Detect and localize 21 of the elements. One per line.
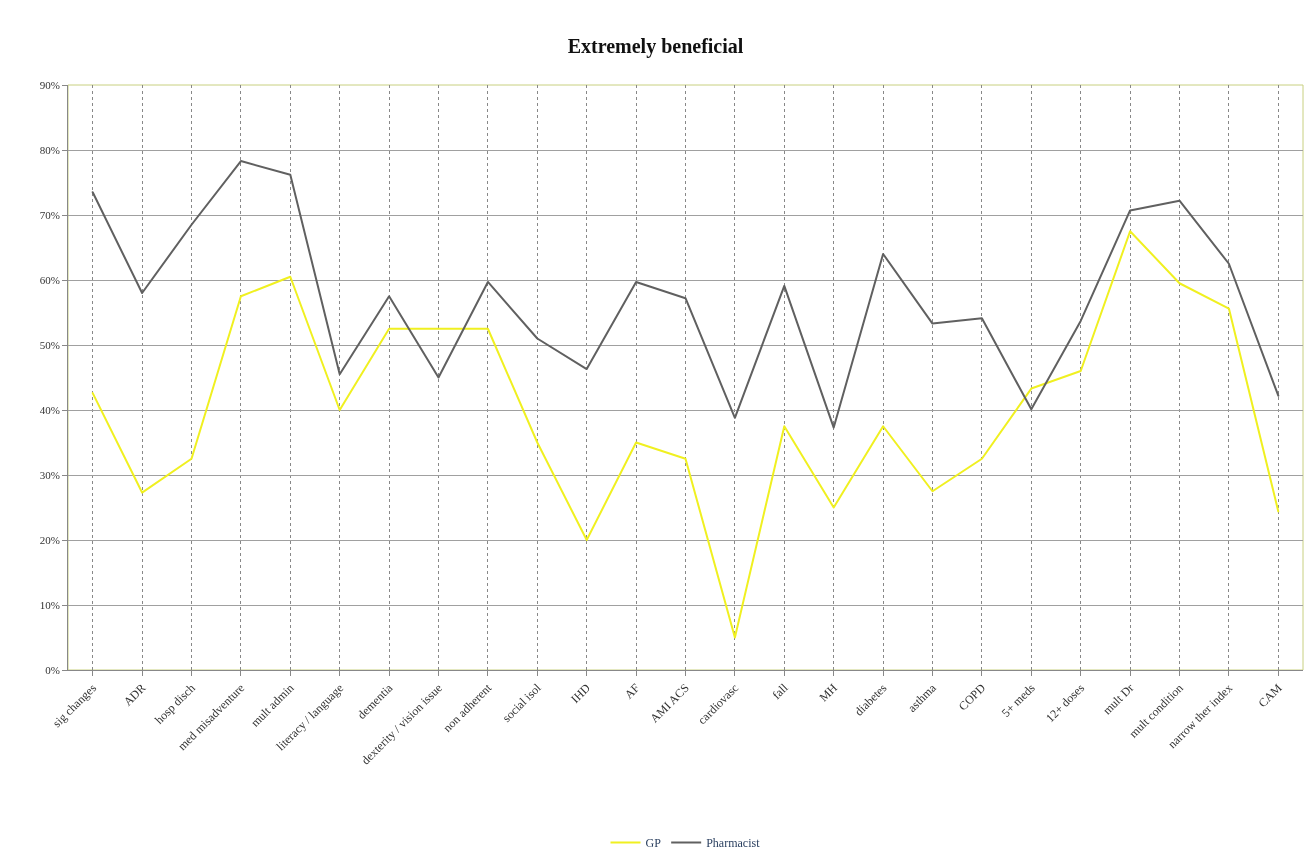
x-tick-label: AF — [621, 680, 643, 702]
y-tick-label: 80% — [39, 143, 60, 156]
line-series — [91, 160, 1280, 429]
legend-label: GP — [645, 836, 662, 851]
x-tick-label: hosp disch — [151, 680, 198, 727]
y-tick-label: 20% — [39, 533, 60, 546]
y-tick-label: 90% — [39, 78, 60, 91]
y-tick-label: 70% — [39, 208, 60, 221]
x-tick-label: MH — [816, 680, 841, 705]
y-tick-label: 30% — [39, 468, 60, 481]
legend-label: Pharmacist — [706, 836, 761, 851]
y-tick-label: 60% — [39, 273, 60, 286]
x-tick-label: IHD — [568, 680, 594, 706]
y-tick-label: 0% — [45, 663, 60, 676]
line-series — [91, 230, 1280, 639]
x-tick-label: fall — [769, 680, 792, 703]
chart-title: Extremely beneficial — [567, 34, 744, 58]
x-tick-label: mult Dr — [1099, 680, 1137, 718]
y-tick-label: 40% — [39, 403, 60, 416]
y-tick-label: 50% — [39, 338, 60, 351]
y-tick-label: 10% — [39, 598, 60, 611]
